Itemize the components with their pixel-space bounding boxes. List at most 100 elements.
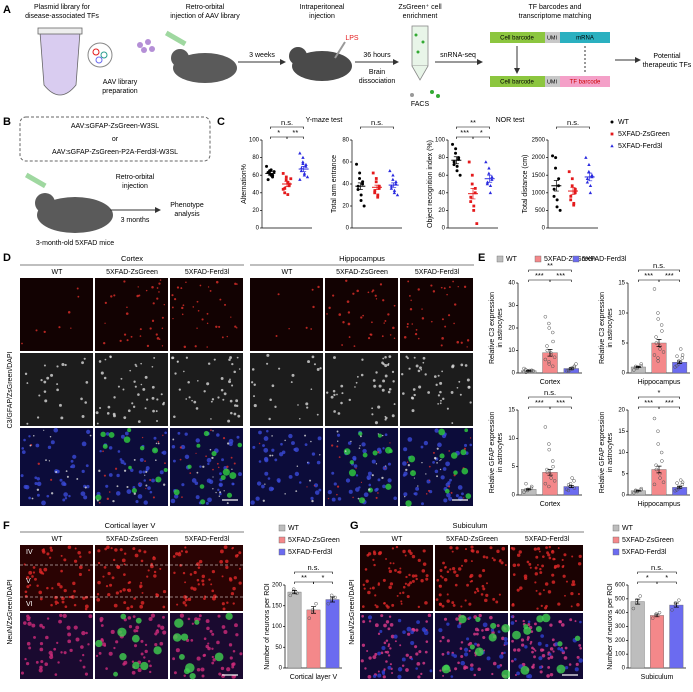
data-point bbox=[485, 182, 490, 186]
data-point bbox=[569, 198, 573, 202]
micrograph-cell bbox=[478, 613, 482, 618]
micrograph-cell bbox=[443, 287, 446, 290]
micrograph-cell bbox=[36, 493, 40, 497]
micrograph-cell bbox=[387, 654, 391, 657]
micrograph-cell bbox=[216, 640, 220, 645]
micrograph-cell bbox=[155, 459, 157, 462]
micrograph-cell bbox=[516, 553, 521, 557]
bar bbox=[306, 609, 321, 669]
micrograph-cell bbox=[205, 644, 210, 649]
micrograph-cell bbox=[133, 458, 136, 461]
data-point bbox=[566, 483, 571, 487]
significance-label: * bbox=[277, 128, 280, 137]
micrograph-cell bbox=[223, 490, 225, 492]
data-point bbox=[680, 482, 685, 487]
data-point bbox=[550, 459, 555, 463]
micrograph-cell bbox=[154, 643, 158, 647]
data-point bbox=[661, 480, 666, 484]
micrograph-cell bbox=[549, 655, 554, 659]
micrograph-cell bbox=[43, 390, 47, 393]
micrograph-cell bbox=[217, 396, 220, 399]
micrograph-cell bbox=[138, 470, 143, 474]
data-point bbox=[564, 369, 569, 373]
micrograph-cell bbox=[293, 448, 297, 452]
micrograph-cell bbox=[133, 644, 138, 648]
legend-swatch bbox=[534, 255, 542, 263]
micrograph-cell bbox=[372, 558, 375, 562]
micrograph-cell bbox=[366, 553, 370, 557]
data-point bbox=[298, 151, 302, 155]
micrograph-cell bbox=[140, 581, 143, 584]
legend-entry: 5XFAD-ZsGreen bbox=[288, 537, 340, 544]
micrograph-cell bbox=[45, 635, 49, 640]
micrograph-cell bbox=[457, 661, 460, 665]
y-tick-label: 60 bbox=[252, 173, 259, 179]
error-bar bbox=[470, 188, 476, 200]
micrograph-cell bbox=[422, 356, 426, 360]
micrograph-cell bbox=[206, 322, 209, 325]
micrograph-cell bbox=[391, 603, 395, 607]
micrograph-cell bbox=[387, 643, 391, 646]
micrograph-cell bbox=[96, 593, 100, 596]
micrograph-cell bbox=[107, 571, 111, 576]
data-point bbox=[391, 173, 395, 177]
micrograph-cell bbox=[133, 492, 136, 495]
data-point bbox=[555, 205, 559, 209]
micrograph-cell bbox=[232, 650, 236, 653]
micrograph-cell bbox=[147, 660, 151, 663]
micrograph-cell bbox=[262, 444, 265, 448]
micrograph-cell bbox=[541, 654, 546, 658]
micrograph-cell bbox=[316, 413, 319, 416]
legend-entry: 5XFAD-Ferd3l bbox=[622, 549, 667, 556]
legend-entry: WT bbox=[618, 119, 630, 126]
micrograph-cell bbox=[263, 447, 269, 453]
micrograph-cell bbox=[455, 617, 459, 621]
micrograph-cell bbox=[235, 326, 238, 329]
micrograph-cell bbox=[442, 674, 445, 677]
data-point bbox=[394, 180, 398, 184]
micrograph-cell bbox=[405, 668, 409, 672]
micrograph-cell bbox=[540, 604, 543, 608]
micrograph-cell bbox=[421, 317, 425, 320]
micrograph-cell bbox=[432, 451, 435, 454]
micrograph-cell bbox=[352, 496, 354, 499]
micrograph-cell bbox=[467, 643, 471, 646]
legend-entry: 5XFAD-ZsGreen bbox=[618, 131, 670, 138]
data-point bbox=[452, 160, 456, 164]
micrograph-cell bbox=[385, 604, 389, 607]
micrograph-cell bbox=[215, 280, 219, 284]
micrograph-cell bbox=[326, 391, 329, 394]
micrograph-cell bbox=[133, 380, 136, 383]
micrograph-cell bbox=[284, 439, 286, 442]
micrograph-cell bbox=[41, 500, 46, 506]
micrograph-cell bbox=[26, 382, 29, 384]
micrograph bbox=[400, 428, 473, 506]
data-point bbox=[472, 204, 476, 208]
data-point bbox=[265, 164, 269, 168]
micrograph-cell bbox=[388, 567, 391, 570]
y-tick-label: 20 bbox=[252, 208, 259, 214]
micrograph-cell bbox=[127, 588, 132, 593]
micrograph-cell bbox=[427, 613, 432, 618]
micrograph-cell bbox=[207, 286, 210, 288]
significance-label: * bbox=[480, 128, 483, 137]
micrograph-cell bbox=[574, 667, 579, 672]
micrograph-cell bbox=[156, 337, 160, 340]
micrograph-cell bbox=[360, 435, 362, 438]
column-label: 5XFAD-Ferd3l bbox=[185, 536, 230, 543]
micrograph-cell bbox=[372, 379, 376, 382]
micrograph-cell bbox=[82, 653, 85, 657]
micrograph-cell bbox=[470, 545, 474, 549]
micrograph-cell bbox=[439, 669, 442, 672]
micrograph-cell bbox=[387, 665, 392, 670]
y-tick-label: 2000 bbox=[532, 155, 546, 161]
micrograph-cell bbox=[457, 285, 459, 288]
micrograph-cell bbox=[109, 355, 112, 358]
region-title: Cortex bbox=[121, 254, 143, 263]
micrograph-cell bbox=[115, 491, 121, 496]
micrograph-cell bbox=[35, 329, 38, 332]
micrograph-cell bbox=[406, 357, 409, 360]
micrograph-cell bbox=[68, 595, 71, 599]
micrograph-cell bbox=[264, 458, 269, 463]
micrograph-cell bbox=[54, 673, 58, 676]
